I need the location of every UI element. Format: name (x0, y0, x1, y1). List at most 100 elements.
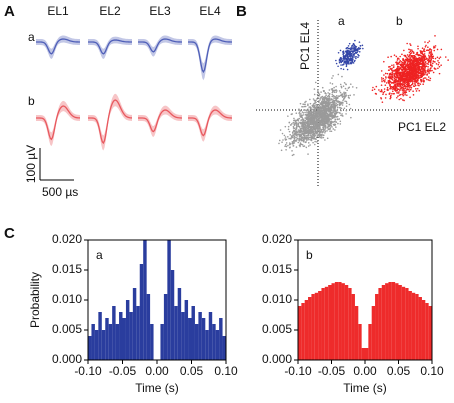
scatter-point (429, 77, 432, 80)
scatter-point (387, 80, 390, 82)
scatter-point (407, 67, 409, 70)
scatter-point (318, 110, 321, 113)
bar (381, 285, 386, 360)
scatter-point (326, 117, 329, 119)
scatter-point (303, 130, 305, 133)
scatter-point (381, 101, 384, 103)
scatter-point (420, 70, 423, 72)
scatter-point (315, 99, 317, 102)
scatter-point (390, 94, 392, 97)
scatter-point (300, 113, 302, 115)
scatter-point (333, 120, 336, 123)
scatter-point (387, 66, 390, 68)
panel-label: C (4, 225, 15, 242)
scatter-point (418, 57, 420, 59)
scatter-point (422, 74, 425, 76)
scatter-point (310, 138, 313, 141)
scatter-point (393, 81, 396, 84)
scatter-point (282, 139, 284, 141)
scatter-point (314, 122, 317, 125)
scatter-point (304, 103, 306, 106)
scatter-point (352, 62, 355, 64)
scatter-point (391, 75, 394, 77)
scatter-point (399, 86, 401, 88)
scatter-point (278, 142, 280, 145)
bar (311, 294, 315, 360)
scatter-point (334, 123, 336, 125)
scatter-point (402, 93, 405, 95)
scatter-point (405, 68, 408, 71)
scatter-point (421, 52, 424, 55)
bar (385, 283, 389, 360)
scatter-point (291, 150, 293, 152)
scatter-point (349, 107, 352, 110)
scatter-point (345, 102, 348, 105)
scatter-point (372, 86, 374, 89)
scatter-point (295, 136, 298, 139)
scatter-point (331, 106, 333, 109)
scatter-point (320, 96, 322, 99)
bar (391, 282, 396, 360)
bar (163, 294, 168, 360)
scatter-point (327, 125, 330, 128)
y-tick-label: 0.015 (262, 262, 292, 276)
scatter-point (412, 51, 415, 53)
scatter-point (379, 90, 382, 93)
cluster-label: b (396, 14, 403, 28)
scatter-point (412, 57, 414, 60)
scatter-point (292, 125, 295, 128)
scatter-point (290, 135, 293, 138)
bar (425, 303, 429, 360)
scatter-point (398, 63, 400, 65)
scatter-point (331, 98, 333, 101)
scatter-point (293, 117, 295, 120)
scatter-point (313, 135, 316, 137)
scatter-point (417, 58, 419, 60)
scatter-point (336, 104, 339, 106)
scatter-point (406, 81, 408, 84)
scatter-point (312, 116, 314, 119)
scatter-point (409, 43, 411, 45)
scatter-point (415, 58, 417, 60)
scatter-point (328, 115, 330, 117)
scatter-point (430, 49, 433, 51)
scatter-point (292, 133, 294, 135)
scatter-point (418, 82, 420, 85)
scatter-point (306, 116, 309, 118)
scatter-point (287, 125, 290, 128)
scatter-point (429, 68, 432, 70)
scatter-point (298, 109, 300, 111)
scatter-point (324, 112, 327, 115)
scatter-point (382, 93, 384, 96)
scatter-point (312, 98, 315, 100)
scatter-point (324, 111, 327, 114)
scatter-point (297, 123, 300, 126)
scatter-point (336, 118, 339, 120)
scatter-point (297, 125, 300, 128)
scatter-point (424, 65, 426, 68)
scatter-point (407, 80, 410, 82)
scatter-point (293, 142, 296, 144)
scatter-point (402, 94, 405, 97)
scatter-point (307, 113, 310, 116)
scatter-point (411, 79, 414, 81)
scatter-point (347, 87, 350, 89)
scatter-point (425, 57, 428, 60)
scatter-point (432, 71, 435, 74)
bar (98, 312, 102, 360)
scatter-point (401, 71, 404, 73)
scatter-point (346, 46, 349, 49)
scatter-point (331, 77, 333, 79)
scatter-point (309, 102, 312, 105)
scatter-point (294, 131, 297, 134)
scatter-point (299, 114, 301, 116)
scatter-point (335, 110, 337, 112)
scatter-point (321, 136, 323, 139)
scatter-point (331, 95, 334, 98)
scatter-point (426, 74, 428, 76)
scatter-point (295, 121, 297, 123)
scatter-point (340, 107, 343, 110)
scatter-point (301, 121, 304, 123)
bar (125, 300, 130, 360)
scatter-point (301, 123, 304, 126)
